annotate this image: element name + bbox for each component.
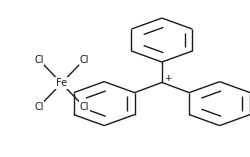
Text: Cl: Cl xyxy=(79,102,88,112)
Text: Cl: Cl xyxy=(34,102,43,112)
Text: Cl: Cl xyxy=(34,55,43,65)
Text: Fe: Fe xyxy=(56,78,67,88)
Text: Cl: Cl xyxy=(79,55,88,65)
Text: +: + xyxy=(163,74,170,83)
